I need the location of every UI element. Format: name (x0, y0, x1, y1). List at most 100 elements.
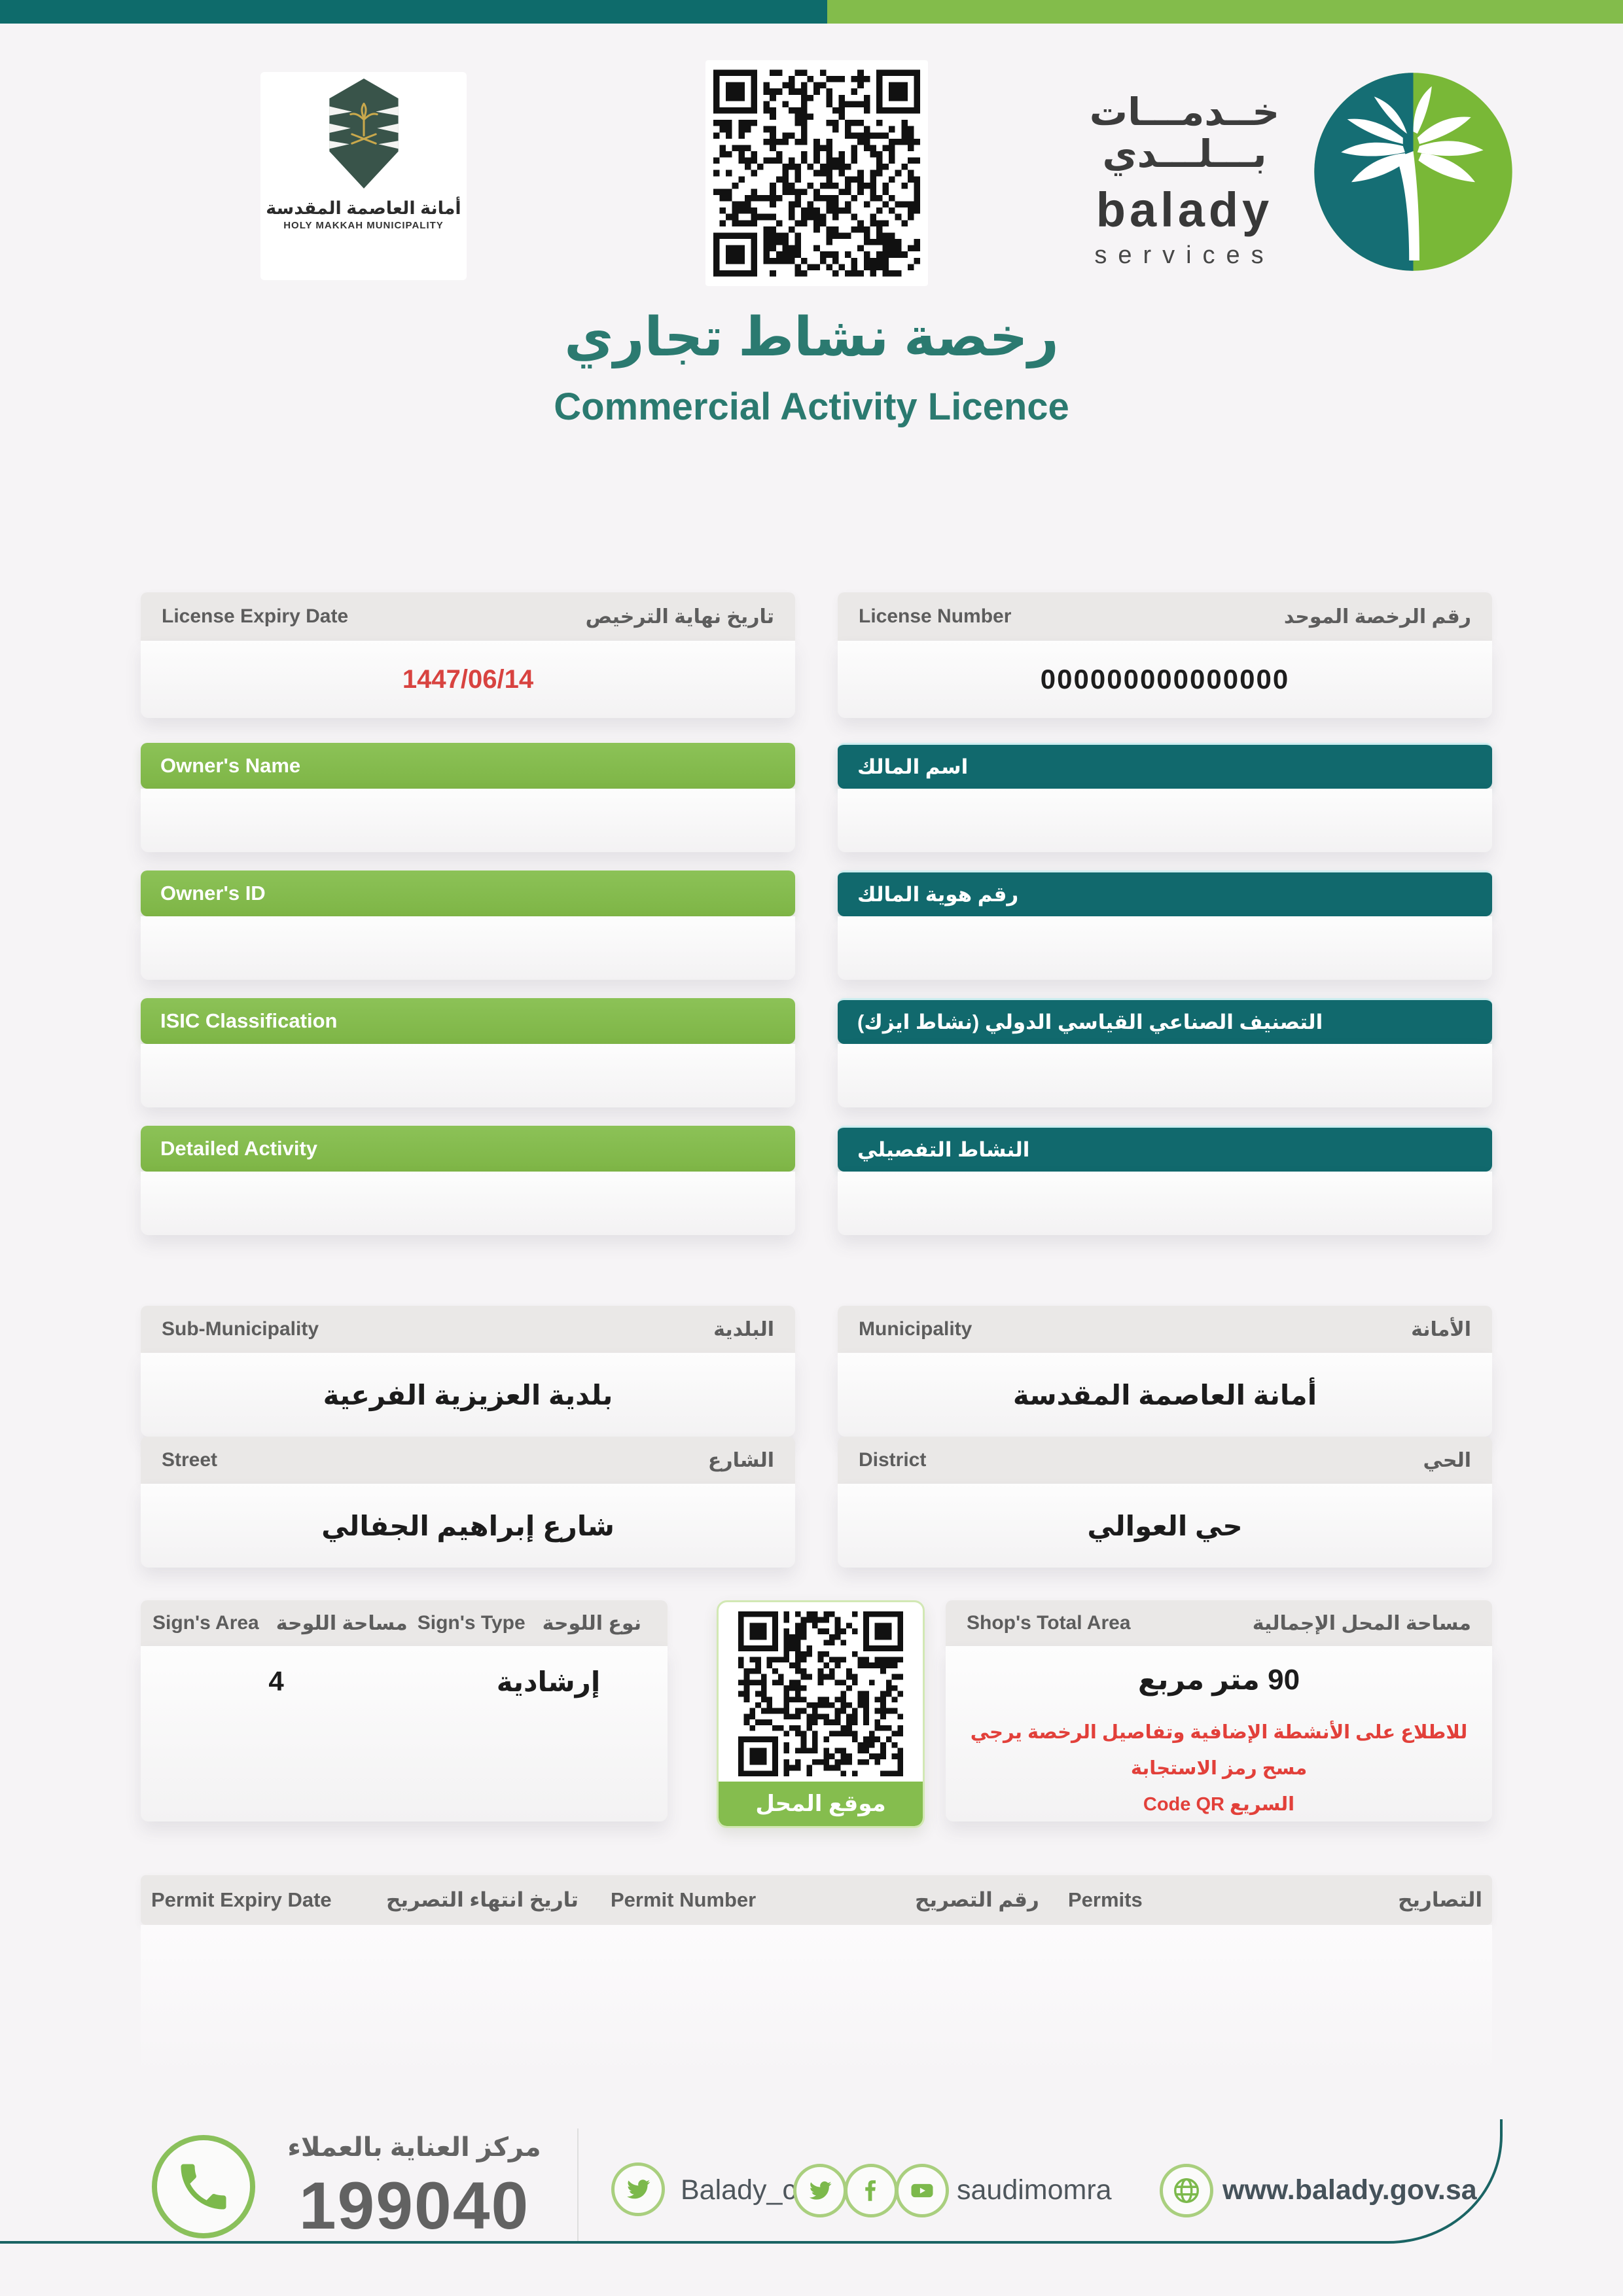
district-value: حي العوالي (1087, 1510, 1243, 1541)
owners-name-value-box (141, 789, 795, 852)
makkah-emblem-icon (329, 79, 399, 188)
permit-expiry-label-ar: تاريخ انتهاء التصريح (386, 1888, 579, 1911)
licence-title-english: Commercial Activity Licence (554, 386, 1069, 428)
makkah-name-arabic: أمانة العاصمة المقدسة (266, 198, 461, 218)
detailed-activity-label-bar-ar: النشاط التفصيلي (838, 1126, 1492, 1172)
top-ribbon-teal (0, 0, 827, 24)
detailed-activity-value-box-ar (838, 1172, 1492, 1235)
top-ribbon-green (827, 0, 1623, 24)
sign-type-value: إرشادية (496, 1666, 601, 1697)
makkah-municipality-logo: أمانة العاصمة المقدسة HOLY MAKKAH MUNICI… (260, 72, 467, 280)
facebook-icon (865, 2180, 876, 2201)
owners-name-label-bar-ar: اسم المالك (838, 743, 1492, 789)
balady-latin: balady (1096, 182, 1274, 237)
twitter-handle: Balady_cs (681, 2174, 811, 2206)
shop-location-qr-code-icon (738, 1611, 903, 1776)
licence-title-arabic: رخصة نشاط تجاري (564, 308, 1059, 367)
makkah-name-english: HOLY MAKKAH MUNICIPALITY (283, 220, 444, 231)
balady-palm-logo-icon (1314, 73, 1512, 271)
globe-icon (1174, 2178, 1199, 2203)
twitter-badge (611, 2162, 665, 2216)
sign-values-box: 4 إرشادية (141, 1646, 668, 1821)
owners-name-label: Owner's Name (160, 754, 301, 777)
district-header: District الحي (838, 1437, 1492, 1484)
qr-scan-note-line2: السريع Code QR (1143, 1794, 1295, 1816)
municipality-header: Municipality الأمانة (838, 1306, 1492, 1353)
license-number-value-box: 000000000000000 (838, 641, 1492, 718)
sign-type-group: Sign's Type نوع اللوحة (418, 1612, 641, 1635)
district-label-ar: الحي (1423, 1449, 1471, 1471)
shop-area-label-en: Shop's Total Area (967, 1612, 1131, 1634)
phone-icon (181, 2164, 226, 2210)
municipality-label-en: Municipality (859, 1318, 972, 1340)
twitter-bird-icon (627, 2179, 651, 2199)
sign-area-group: Sign's Area مساحة اللوحة (152, 1612, 408, 1635)
social-handle: saudimomra (957, 2174, 1112, 2206)
isic-label-ar: التصنيف الصناعي القياسي الدولي (نشاط ايز… (857, 1010, 1323, 1033)
detailed-activity-label-bar: Detailed Activity (141, 1126, 795, 1172)
sub-municipality-header: Sub-Municipality البلدية (141, 1306, 795, 1353)
shop-location-qr-card: موقع المحل (717, 1600, 925, 1828)
sign-type-label-en: Sign's Type (417, 1612, 526, 1634)
detailed-activity-label: Detailed Activity (160, 1137, 318, 1160)
license-expiry-value-box: 1447/06/14 (141, 641, 795, 718)
license-number-value: 000000000000000 (1040, 664, 1290, 694)
twitter-bird-icon (809, 2181, 832, 2200)
youtube-badge (895, 2164, 949, 2217)
facebook-badge (844, 2164, 898, 2217)
website-badge (1160, 2164, 1213, 2217)
permit-number-label-en: Permit Number (611, 1888, 757, 1911)
sub-municipality-value-box: بلدية العزيزية الفرعية (141, 1353, 795, 1437)
sign-type-label-ar: نوع اللوحة (542, 1612, 641, 1634)
district-value-box: حي العوالي (838, 1484, 1492, 1568)
sign-header: Sign's Area مساحة اللوحة Sign's Type نوع… (141, 1600, 668, 1646)
sub-municipality-value: بلدية العزيزية الفرعية (323, 1379, 613, 1410)
footer-vertical-divider (577, 2128, 579, 2241)
street-label-ar: الشارع (707, 1449, 774, 1471)
balady-arabic-line2: بـــلـــدي (1102, 132, 1267, 175)
document-qr-code-icon (713, 69, 920, 277)
website-url: www.balady.gov.sa (1222, 2174, 1477, 2206)
license-expiry-label-ar: تاريخ نهاية الترخيص (585, 605, 774, 628)
owners-name-value-box-ar (838, 789, 1492, 852)
owners-id-label-bar-ar: رقم هوية المالك (838, 870, 1492, 916)
isic-label-bar-ar: التصنيف الصناعي القياسي الدولي (نشاط ايز… (838, 998, 1492, 1044)
owners-id-value-box-ar (838, 916, 1492, 980)
license-number-label-en: License Number (859, 605, 1012, 627)
isic-label: ISIC Classification (160, 1009, 338, 1032)
owners-id-label: Owner's ID (160, 882, 266, 905)
owners-id-label-bar: Owner's ID (141, 870, 795, 916)
sign-area-value: 4 (268, 1666, 284, 1696)
owners-name-label-bar: Owner's Name (141, 743, 795, 789)
street-value: شارع إبراهيم الجفالي (321, 1510, 615, 1541)
sign-area-label-ar: مساحة اللوحة (276, 1612, 408, 1634)
permits-label-ar: التصاريح (1398, 1888, 1482, 1911)
license-expiry-label-en: License Expiry Date (162, 605, 349, 627)
street-header: Street الشارع (141, 1437, 795, 1484)
owners-id-value-box (141, 916, 795, 980)
balady-services-label: services (1094, 241, 1275, 269)
sub-municipality-label-en: Sub-Municipality (162, 1318, 319, 1340)
qr-scan-note: للاطلاع على الأنشطة الإضافية وتفاصيل الر… (967, 1715, 1470, 1823)
shop-area-value: 90 متر مربع (1137, 1664, 1300, 1696)
youtube-icon (911, 2183, 933, 2198)
municipality-value: أمانة العاصمة المقدسة (1012, 1379, 1317, 1410)
twitter-badge-2 (793, 2164, 847, 2217)
license-number-header: License Number رقم الرخصة الموحد (838, 592, 1492, 641)
sub-municipality-label-ar: البلدية (713, 1318, 774, 1340)
isic-label-bar: ISIC Classification (141, 998, 795, 1044)
permits-label-en: Permits (1068, 1888, 1143, 1911)
owners-id-label-ar: رقم هوية المالك (857, 882, 1019, 906)
municipality-label-ar: الأمانة (1411, 1318, 1471, 1340)
isic-value-box (141, 1044, 795, 1107)
qr-scan-note-line1: للاطلاع على الأنشطة الإضافية وتفاصيل الر… (970, 1722, 1468, 1780)
customer-care-number: 199040 (298, 2168, 530, 2243)
permits-header: Permit Expiry Date تاريخ انتهاء التصريح … (141, 1875, 1492, 1925)
owners-name-label-ar: اسم المالك (857, 755, 969, 778)
customer-care-label: مركز العناية بالعملاء (287, 2133, 541, 2162)
document-qr-card (705, 60, 928, 286)
shop-location-caption: موقع المحل (719, 1782, 923, 1826)
municipality-value-box: أمانة العاصمة المقدسة (838, 1353, 1492, 1437)
permits-empty-table (141, 1925, 1492, 2079)
